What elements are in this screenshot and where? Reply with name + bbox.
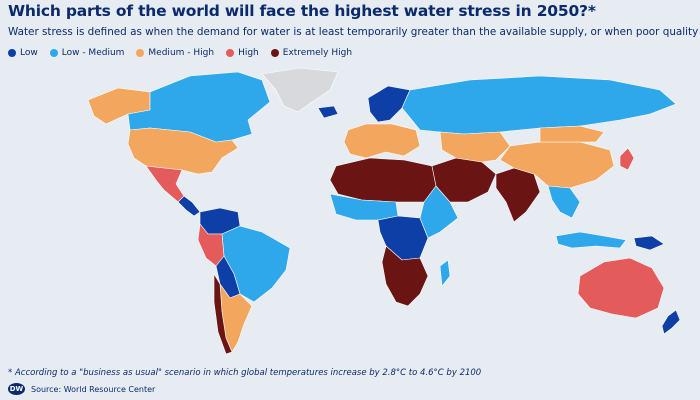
region-papua xyxy=(633,235,665,251)
legend: Low Low - Medium Medium - High High Extr… xyxy=(8,48,352,58)
region-madagascar xyxy=(439,259,451,287)
dw-logo: DW xyxy=(8,383,25,395)
region-australia xyxy=(577,257,665,319)
region-southern-africa xyxy=(381,245,429,307)
legend-swatch-low-medium xyxy=(49,49,58,57)
legend-label-low: Low xyxy=(20,48,38,58)
region-india xyxy=(495,167,541,223)
world-map xyxy=(87,67,681,355)
region-japan xyxy=(619,147,635,171)
region-usa xyxy=(127,127,239,175)
region-russia xyxy=(401,75,677,135)
region-chile xyxy=(213,273,233,355)
legend-item-extremely-high: Extremely High xyxy=(270,48,353,58)
region-iceland xyxy=(317,105,339,119)
source-text: Source: World Resource Center xyxy=(31,384,156,394)
legend-item-low-medium: Low - Medium xyxy=(49,48,125,58)
region-new-zealand xyxy=(661,309,681,335)
legend-swatch-extremely-high xyxy=(270,49,279,57)
chart-subtitle: Water stress is defined as when the dema… xyxy=(8,26,698,38)
region-indonesia xyxy=(555,231,627,249)
legend-item-high: High xyxy=(226,48,259,58)
legend-item-low: Low xyxy=(8,48,38,58)
legend-swatch-high xyxy=(226,49,235,57)
region-greenland xyxy=(261,67,339,113)
region-western-europe xyxy=(343,123,421,159)
legend-label-low-medium: Low - Medium xyxy=(61,48,125,58)
region-central-asia xyxy=(439,131,511,163)
source-line: DW Source: World Resource Center xyxy=(8,383,155,395)
region-central-america xyxy=(177,195,201,217)
footnote: * According to a "business as usual" sce… xyxy=(8,368,482,378)
region-mongolia xyxy=(539,125,605,143)
legend-label-high: High xyxy=(238,48,259,58)
chart-title: Which parts of the world will face the h… xyxy=(8,2,596,20)
legend-label-medium-high: Medium - High xyxy=(148,48,215,58)
legend-swatch-low xyxy=(8,49,16,57)
region-north-africa xyxy=(329,157,437,203)
region-scandinavia xyxy=(367,85,411,123)
region-mexico xyxy=(145,165,185,203)
region-southeast-asia xyxy=(547,185,581,219)
legend-swatch-medium-high xyxy=(136,49,145,57)
legend-label-extremely-high: Extremely High xyxy=(282,48,353,58)
legend-item-medium-high: Medium - High xyxy=(136,48,214,58)
